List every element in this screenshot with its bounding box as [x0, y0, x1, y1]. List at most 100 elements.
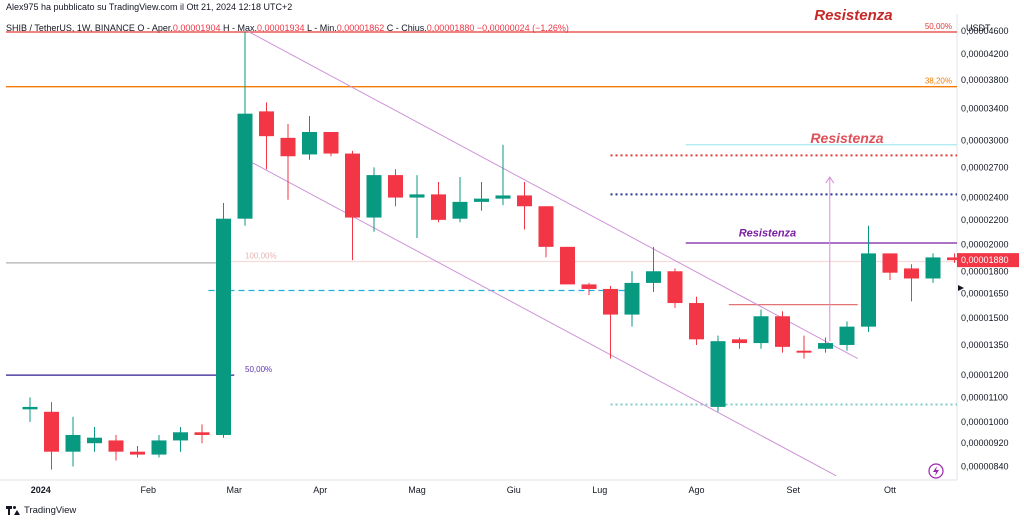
y-tick-label: 0,00001800 — [961, 266, 1009, 276]
candle-body — [732, 339, 747, 344]
y-tick-label: 0,00000840 — [961, 462, 1009, 472]
candle-body — [173, 432, 188, 441]
price-change: −0,00000024 (−1,26%) — [477, 23, 569, 33]
candle-body — [775, 316, 790, 347]
y-tick-label: 0,00003400 — [961, 103, 1009, 113]
resistance-label: Resistenza — [810, 130, 883, 146]
candle-body — [194, 432, 210, 435]
candle-body — [947, 257, 962, 261]
candle-body — [151, 440, 167, 455]
candle-body — [323, 132, 339, 154]
candle-body — [818, 343, 833, 349]
resistance-label: Resistenza — [814, 7, 892, 24]
ohlc-value: 0,00001880 — [427, 23, 477, 33]
last-price-label: 0,00001880 — [961, 255, 1009, 265]
x-tick-label: Mag — [408, 485, 426, 495]
candle-body — [710, 341, 726, 407]
y-tick-label: 0,00001000 — [961, 417, 1009, 427]
candle-body — [925, 257, 941, 279]
y-tick-label: 0,00004600 — [961, 26, 1009, 36]
ohlc-value: 0,00001904 — [173, 23, 223, 33]
candle-body — [280, 137, 296, 157]
candle-body — [22, 406, 38, 410]
fib-level-label: 50,00% — [925, 22, 952, 31]
y-tick-label: 0,00001350 — [961, 340, 1009, 350]
ohlc-label: L - Min. — [307, 23, 337, 33]
x-tick-label: Ago — [688, 485, 704, 495]
y-tick-label: 0,00001500 — [961, 313, 1009, 323]
candle-body — [65, 434, 81, 452]
channel-upper-line — [246, 30, 858, 360]
x-tick-label: Giu — [507, 485, 521, 495]
fib-level-label: 50,00% — [245, 365, 272, 374]
scroll-right-icon — [958, 285, 964, 291]
candle-body — [517, 195, 532, 207]
publish-info: Alex975 ha pubblicato su TradingView.com… — [6, 2, 293, 12]
projection-arrow-head — [825, 176, 835, 184]
candle-body — [431, 194, 446, 220]
ohlc-value: 0,00001934 — [257, 23, 307, 33]
candle-body — [689, 303, 704, 340]
candle-body — [904, 268, 919, 279]
candle-body — [237, 113, 253, 219]
candle-body — [624, 282, 640, 315]
resistance-label: Resistenza — [739, 228, 796, 240]
candle-body — [452, 201, 468, 219]
candle-body — [603, 288, 618, 315]
y-tick-label: 0,00002200 — [961, 215, 1009, 225]
candle-body — [108, 440, 124, 452]
x-tick-label: Mar — [227, 485, 243, 495]
price-axis-currency: USDT — [966, 23, 991, 33]
alert-icon — [928, 463, 944, 479]
x-tick-label: Ott — [884, 485, 897, 495]
tradingview-brand: TradingView — [24, 504, 77, 516]
candle-body — [581, 284, 597, 289]
candle-body — [667, 271, 683, 304]
x-tick-label: Apr — [313, 485, 327, 495]
candle-body — [259, 111, 274, 137]
ohlc-label: C - Chius. — [387, 23, 427, 33]
x-tick-label: Feb — [140, 485, 156, 495]
candle-body — [216, 218, 231, 435]
candle-body — [646, 271, 661, 283]
y-tick-label: 0,00001650 — [961, 289, 1009, 299]
fib-level-label: 38,20% — [925, 77, 952, 86]
last-price-tag — [957, 253, 1019, 268]
candle-body — [861, 253, 876, 327]
candle-body — [388, 175, 403, 198]
y-tick-label: 0,00003000 — [961, 135, 1009, 145]
candle-body — [87, 437, 102, 444]
candle-body — [409, 194, 425, 198]
ohlc-value: 0,00001862 — [337, 23, 387, 33]
candle-body — [882, 253, 898, 273]
candle-body — [753, 316, 769, 344]
symbol-title: SHIB / TetherUS, 1W, BINANCE — [6, 23, 137, 33]
candle-body — [366, 175, 382, 218]
tradingview-logo[interactable]: TradingView — [6, 503, 76, 517]
y-tick-label: 0,00002700 — [961, 162, 1009, 172]
candle-body — [474, 198, 489, 202]
candle-body — [130, 451, 145, 455]
y-tick-label: 0,00002000 — [961, 239, 1009, 249]
publish-header: Alex975 ha pubblicato su TradingView.com… — [0, 0, 1024, 14]
candle-body — [44, 411, 59, 452]
ohlc-label: H - Max. — [223, 23, 257, 33]
y-tick-label: 0,00001100 — [961, 392, 1008, 402]
candle-body — [302, 132, 317, 155]
lightning-icon — [933, 466, 939, 476]
y-tick-label: 0,00001200 — [961, 370, 1009, 380]
candle-body — [495, 195, 511, 199]
candle-body — [796, 350, 812, 353]
x-tick-label: Set — [786, 485, 800, 495]
x-tick-label: 2024 — [31, 485, 51, 495]
ohlc-label: O - Aper. — [137, 23, 173, 33]
symbol-ohlc-line: SHIB / TetherUS, 1W, BINANCE O - Aper.0,… — [6, 23, 569, 33]
y-tick-label: 0,00000920 — [961, 438, 1009, 448]
candle-body — [538, 206, 554, 247]
candle-body — [345, 153, 360, 218]
fib-level-label: 100,00% — [245, 251, 277, 260]
y-tick-label: 0,00002400 — [961, 193, 1009, 203]
y-tick-label: 0,00003800 — [961, 75, 1009, 85]
x-tick-label: Lug — [592, 485, 607, 495]
